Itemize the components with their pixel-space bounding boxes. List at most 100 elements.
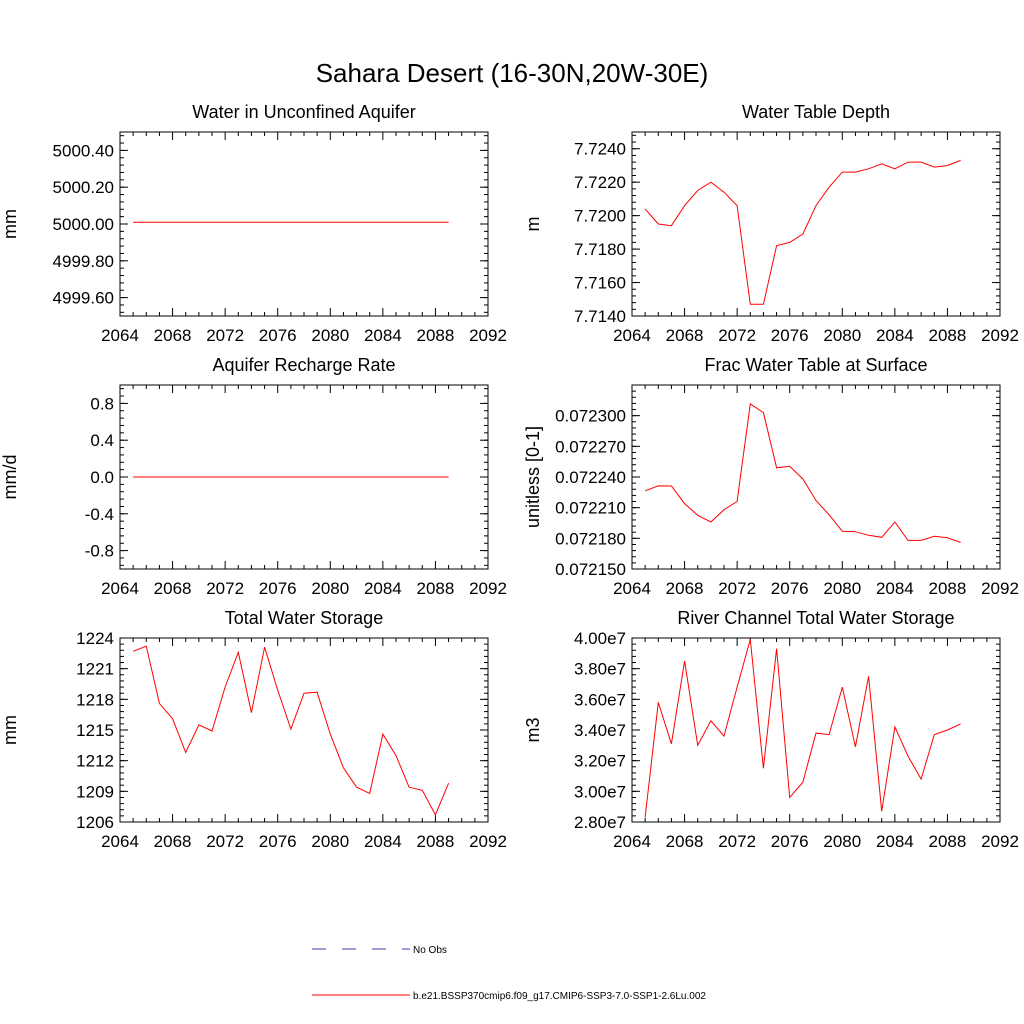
series-line bbox=[644, 159, 961, 305]
x-tick-label: 2072 bbox=[206, 326, 244, 345]
x-tick-label: 2068 bbox=[154, 579, 192, 598]
x-tick-label: 2064 bbox=[613, 832, 651, 851]
x-tick-label: 2088 bbox=[929, 326, 967, 345]
panel-1: Water in Unconfined Aquifer mm 2064 2068 207… bbox=[0, 102, 507, 345]
y-axis-label: mm/d bbox=[0, 455, 20, 500]
x-tick-label: 2080 bbox=[311, 579, 349, 598]
panel-title: Water Table Depth bbox=[742, 102, 890, 122]
legend: No Obs b.e21.BSSP370cmip6.f09_g17.CMIP6-… bbox=[312, 945, 706, 1002]
y-tick-label: 1206 bbox=[76, 813, 114, 832]
x-tick-label: 2080 bbox=[311, 832, 349, 851]
x-tick-label: 2088 bbox=[417, 326, 455, 345]
x-tick-label: 2084 bbox=[876, 579, 914, 598]
y-axis-label: unitless [0-1] bbox=[523, 426, 543, 528]
y-tick-label: 0.072270 bbox=[555, 437, 626, 456]
y-tick-label: 7.7180 bbox=[574, 240, 626, 259]
x-tick-label: 2076 bbox=[259, 579, 297, 598]
legend-label-obs: No Obs bbox=[413, 945, 447, 956]
x-tick-label: 2072 bbox=[718, 832, 756, 851]
x-tick-label: 2084 bbox=[364, 832, 402, 851]
y-tick-label: 1212 bbox=[76, 752, 114, 771]
y-axis-label: mm bbox=[0, 209, 20, 239]
y-tick-label: 7.7240 bbox=[574, 140, 626, 159]
x-tick-label: 2084 bbox=[876, 326, 914, 345]
x-tick-label: 2068 bbox=[154, 326, 192, 345]
x-tick-label: 2068 bbox=[666, 832, 704, 851]
panel-4: Frac Water Table at Surface unitless [0-1… bbox=[523, 355, 1019, 598]
panel-2: Water Table Depth m 2064 2068 2072 2076 2080 20… bbox=[523, 102, 1019, 345]
y-tick-label: 7.7200 bbox=[574, 207, 626, 226]
y-tick-label: 0.4 bbox=[90, 431, 114, 450]
panel-title: Total Water Storage bbox=[225, 608, 383, 628]
y-tick-label: 2.80e7 bbox=[574, 813, 626, 832]
panels: Water in Unconfined Aquifer mm 2064 2068 207… bbox=[0, 102, 1019, 851]
y-tick-label: 1218 bbox=[76, 690, 114, 709]
y-tick-label: 5000.40 bbox=[53, 141, 114, 160]
y-tick-label: 7.7220 bbox=[574, 173, 626, 192]
y-tick-label: 1224 bbox=[76, 629, 114, 648]
series-line bbox=[132, 645, 450, 816]
plot-frame bbox=[631, 131, 1001, 317]
x-tick-label: 2072 bbox=[206, 832, 244, 851]
x-tick-label: 2064 bbox=[101, 326, 139, 345]
x-tick-label: 2064 bbox=[613, 326, 651, 345]
x-tick-label: 2076 bbox=[259, 832, 297, 851]
plot-frame bbox=[631, 637, 1001, 823]
x-tick-label: 2080 bbox=[823, 326, 861, 345]
y-tick-label: 0.8 bbox=[90, 394, 114, 413]
y-tick-label: 3.80e7 bbox=[574, 660, 626, 679]
legend-label-model: b.e21.BSSP370cmip6.f09_g17.CMIP6-SSP3-7.… bbox=[413, 991, 706, 1002]
panel-title: River Channel Total Water Storage bbox=[677, 608, 954, 628]
y-tick-label: -0.8 bbox=[85, 542, 114, 561]
x-tick-label: 2068 bbox=[154, 832, 192, 851]
panel-title: Water in Unconfined Aquifer bbox=[192, 102, 415, 122]
y-tick-label: 3.20e7 bbox=[574, 752, 626, 771]
series-line bbox=[644, 639, 961, 818]
y-tick-label: 0.072300 bbox=[555, 407, 626, 426]
y-tick-label: 4999.80 bbox=[53, 252, 114, 271]
x-tick-label: 2076 bbox=[771, 832, 809, 851]
y-tick-label: 1209 bbox=[76, 782, 114, 801]
y-tick-label: 3.40e7 bbox=[574, 721, 626, 740]
y-tick-label: 3.00e7 bbox=[574, 782, 626, 801]
y-tick-label: -0.4 bbox=[85, 505, 114, 524]
y-tick-label: 0.072150 bbox=[555, 560, 626, 579]
x-tick-label: 2064 bbox=[101, 579, 139, 598]
y-tick-label: 3.60e7 bbox=[574, 690, 626, 709]
y-tick-label: 1215 bbox=[76, 721, 114, 740]
x-tick-label: 2072 bbox=[718, 326, 756, 345]
y-tick-label: 0.0 bbox=[90, 468, 114, 487]
y-tick-label: 0.072180 bbox=[555, 529, 626, 548]
x-tick-label: 2076 bbox=[771, 579, 809, 598]
x-tick-label: 2088 bbox=[417, 579, 455, 598]
plot-frame bbox=[119, 637, 489, 823]
panel-title: Aquifer Recharge Rate bbox=[212, 355, 395, 375]
x-tick-label: 2076 bbox=[771, 326, 809, 345]
x-tick-label: 2084 bbox=[364, 326, 402, 345]
panel-3: Aquifer Recharge Rate mm/d 2064 2068 2072 207… bbox=[0, 355, 507, 598]
figure-title: Sahara Desert (16-30N,20W-30E) bbox=[316, 58, 709, 88]
x-tick-label: 2068 bbox=[666, 579, 704, 598]
series-line bbox=[644, 403, 961, 543]
x-tick-label: 2072 bbox=[718, 579, 756, 598]
x-tick-label: 2068 bbox=[666, 326, 704, 345]
x-tick-label: 2076 bbox=[259, 326, 297, 345]
plot-frame bbox=[119, 131, 489, 317]
x-tick-label: 2092 bbox=[981, 579, 1019, 598]
y-tick-label: 7.7160 bbox=[574, 274, 626, 293]
x-tick-label: 2092 bbox=[469, 579, 507, 598]
x-tick-label: 2088 bbox=[929, 832, 967, 851]
x-tick-label: 2092 bbox=[469, 832, 507, 851]
panel-5: Total Water Storage mm 2064 2068 2072 2076 208… bbox=[0, 608, 507, 851]
y-tick-label: 0.072210 bbox=[555, 499, 626, 518]
x-tick-label: 2088 bbox=[929, 579, 967, 598]
y-axis-label: m bbox=[523, 217, 543, 232]
y-tick-label: 4.00e7 bbox=[574, 629, 626, 648]
x-tick-label: 2064 bbox=[613, 579, 651, 598]
plot-frame bbox=[631, 384, 1001, 570]
x-tick-label: 2084 bbox=[364, 579, 402, 598]
y-tick-label: 4999.60 bbox=[53, 289, 114, 308]
panel-title: Frac Water Table at Surface bbox=[704, 355, 927, 375]
y-tick-label: 5000.00 bbox=[53, 215, 114, 234]
